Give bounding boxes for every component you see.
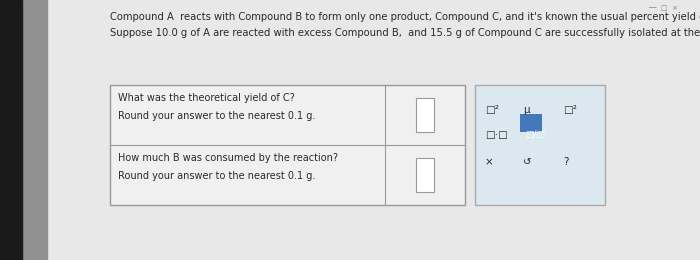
Text: μ: μ	[523, 105, 530, 115]
Text: ×: ×	[485, 157, 494, 167]
Text: Round your answer to the nearest 0.1 g.: Round your answer to the nearest 0.1 g.	[118, 111, 316, 121]
Bar	[520, 114, 542, 132]
Bar	[416, 98, 434, 132]
Bar	[22, 0, 47, 260]
Bar	[475, 85, 605, 205]
Bar	[416, 158, 434, 192]
Bar	[0, 0, 22, 260]
Text: Suppose 10.0 g of A are reacted with excess Compound B,  and 15.5 g of Compound : Suppose 10.0 g of A are reacted with exc…	[110, 28, 700, 38]
Text: How much B was consumed by the reaction?: How much B was consumed by the reaction?	[118, 153, 338, 163]
Bar	[110, 85, 465, 205]
Text: □²: □²	[563, 105, 577, 115]
Text: Compound A  reacts with Compound B to form only one product, Compound C, and it': Compound A reacts with Compound B to for…	[110, 12, 700, 22]
Text: ?: ?	[563, 157, 568, 167]
Text: □/□: □/□	[525, 130, 545, 139]
Text: Round your answer to the nearest 0.1 g.: Round your answer to the nearest 0.1 g.	[118, 171, 316, 181]
Text: What was the theoretical yield of C?: What was the theoretical yield of C?	[118, 93, 295, 103]
Text: ↺: ↺	[523, 157, 532, 167]
Text: □·□: □·□	[485, 130, 508, 140]
Text: ──  □  ×: ── □ ×	[648, 5, 678, 11]
Text: □²: □²	[485, 105, 499, 115]
